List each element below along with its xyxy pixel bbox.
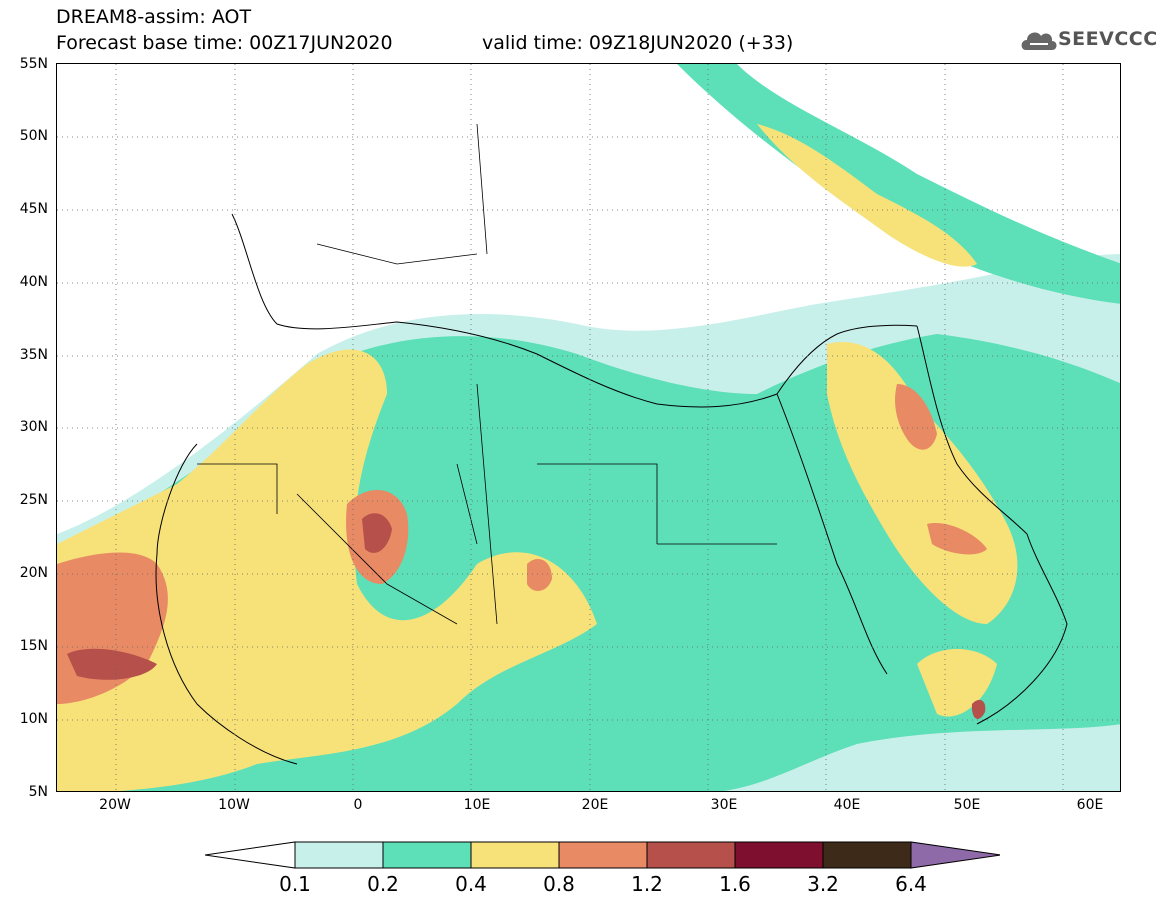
lon-label-0: 0 xyxy=(353,797,363,813)
lat-label-30n: 30N xyxy=(19,419,48,435)
lat-label-10n: 10N xyxy=(19,711,48,727)
aot-contour-rub xyxy=(927,523,987,555)
colorbar-swatch xyxy=(558,841,648,869)
colorbar-label: 1.2 xyxy=(631,872,663,896)
lon-label-10e: 10E xyxy=(463,797,491,813)
aot-contour-mali xyxy=(362,513,392,553)
colorbar xyxy=(205,841,1000,869)
aot-contour-caspian xyxy=(677,64,1120,304)
colorbar-swatch xyxy=(294,841,384,869)
lat-label-35n: 35N xyxy=(19,347,48,363)
map-title: DREAM8-assim: AOT xyxy=(56,6,252,28)
lon-label-40e: 40E xyxy=(833,797,861,813)
lon-label-30e: 30E xyxy=(710,797,738,813)
lat-label-20n: 20N xyxy=(19,565,48,581)
aot-contour-iraq xyxy=(895,384,937,450)
colorbar-label: 6.4 xyxy=(895,872,927,896)
aot-contour-horn xyxy=(917,649,997,717)
aot-contour-0-4 xyxy=(57,349,597,791)
lat-label-5n: 5N xyxy=(28,784,48,800)
cloud-logo-icon xyxy=(1021,32,1057,50)
logo-text: SEEVCCC xyxy=(1058,28,1158,50)
colorbar-swatch xyxy=(734,841,824,869)
colorbar-label: 1.6 xyxy=(719,872,751,896)
colorbar-lower-extend xyxy=(205,841,296,869)
lon-label-10w: 10W xyxy=(218,797,250,813)
lat-label-45n: 45N xyxy=(19,201,48,217)
lat-label-40n: 40N xyxy=(19,274,48,290)
colorbar-swatch xyxy=(470,841,560,869)
aot-map xyxy=(57,64,1120,791)
aot-contour-libya xyxy=(527,559,552,591)
forecast-base-time: Forecast base time: 00Z17JUN2020 xyxy=(56,32,393,54)
valid-time: valid time: 09Z18JUN2020 (+33) xyxy=(482,32,794,54)
colorbar-label: 0.1 xyxy=(279,872,311,896)
colorbar-swatch xyxy=(646,841,736,869)
lat-label-25n: 25N xyxy=(19,492,48,508)
lon-label-20w: 20W xyxy=(99,797,131,813)
lon-label-50e: 50E xyxy=(953,797,981,813)
lat-label-50n: 50N xyxy=(19,128,48,144)
colorbar-label: 0.4 xyxy=(455,872,487,896)
lat-label-15n: 15N xyxy=(19,638,48,654)
aot-contour-north xyxy=(757,124,977,267)
colorbar-swatch xyxy=(822,841,912,869)
colorbar-label: 0.8 xyxy=(543,872,575,896)
aot-contour-somalia xyxy=(971,699,986,719)
aot-contour-1-2 xyxy=(67,648,157,680)
coastline xyxy=(155,213,1068,765)
lat-label-55n: 55N xyxy=(19,56,48,72)
map-panel xyxy=(56,63,1121,792)
lon-label-20e: 20E xyxy=(581,797,609,813)
colorbar-upper-extend xyxy=(910,841,1000,869)
colorbar-swatch xyxy=(382,841,472,869)
colorbar-label: 0.2 xyxy=(367,872,399,896)
lon-label-60e: 60E xyxy=(1076,797,1104,813)
country-borders xyxy=(197,123,777,625)
colorbar-label: 3.2 xyxy=(807,872,839,896)
